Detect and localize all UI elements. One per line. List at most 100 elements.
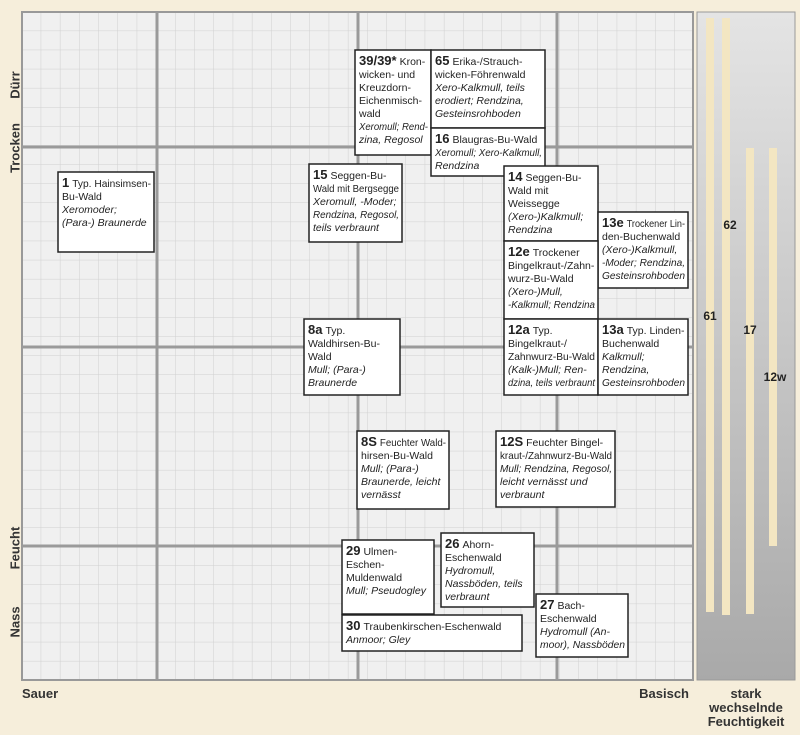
unit-soil: teils verbraunt — [313, 222, 380, 234]
moisture-bars — [706, 18, 777, 615]
side-label: Feuchtigkeit — [708, 714, 785, 729]
axis-label: Trocken — [7, 123, 22, 173]
unit-name: Seggen-Bu- — [525, 172, 582, 184]
unit-soil: Nassböden, teils — [445, 578, 523, 590]
unit-name: Eichenmisch- — [359, 95, 423, 107]
unit-code: 12a — [508, 322, 530, 337]
unit-code: 13a — [602, 322, 624, 337]
unit-box — [503, 165, 599, 242]
unit-box — [356, 430, 450, 510]
unit-name: Typ. — [533, 325, 553, 337]
unit-name: Trockener Lin- — [627, 218, 686, 230]
unit-name: Wald — [308, 351, 332, 363]
unit-name: Kron- — [400, 56, 426, 68]
unit-name: wald — [358, 108, 381, 120]
unit-soil: Anmoor; Gley — [345, 634, 411, 646]
unit-name: hirsen-Bu-Wald — [361, 450, 433, 462]
unit-box — [303, 318, 401, 396]
unit-code: 16 — [435, 131, 449, 146]
unit-name: Typ. Linden- — [627, 325, 685, 337]
unit-name: Waldhirsen-Bu- — [308, 338, 380, 350]
unit-code: 8S — [361, 434, 377, 449]
unit-name: Bu-Wald — [62, 191, 102, 203]
side-label: stark — [730, 686, 762, 701]
unit-code: 39/39* — [359, 53, 398, 68]
unit-soil: Hydromull, — [445, 565, 495, 577]
unit-soil: Xeromull; Rend- — [358, 121, 428, 133]
unit-code: 8a — [308, 322, 323, 337]
unit-box — [495, 430, 616, 508]
axis-label: Dürr — [7, 71, 22, 98]
unit-name: Trockener — [533, 247, 580, 259]
unit-box — [440, 532, 535, 608]
unit-soil: Kalkmull; — [602, 351, 645, 363]
unit-box — [503, 318, 599, 396]
unit-soil: (Xero-)Kalkmull; — [508, 211, 583, 223]
unit-name: Bach- — [557, 600, 585, 612]
unit-soil: Xeromull, -Moder; — [312, 196, 397, 208]
unit-code: 65 — [435, 53, 449, 68]
axis-label: Basisch — [639, 686, 689, 701]
unit-soil: Rendzina — [508, 224, 553, 236]
unit-soil: (Xero-)Kalkmull, — [602, 244, 677, 256]
unit-soil: Xero-Kalkmull, teils — [434, 82, 526, 94]
unit-box — [535, 593, 629, 658]
unit-name: Kreuzdorn- — [359, 82, 411, 94]
unit-name: Feuchter Bingel- — [526, 437, 604, 449]
unit-soil: verbraunt — [445, 591, 490, 603]
unit-box — [308, 163, 403, 243]
axis-label: Feucht — [7, 526, 22, 569]
unit-soil: -Moder; Rendzina, — [602, 257, 685, 269]
unit-soil: Mull; Rendzina, Regosol, — [500, 463, 612, 475]
unit-soil: (Xero-)Mull, — [508, 286, 563, 298]
unit-name: Blaugras-Bu-Wald — [452, 134, 537, 146]
unit-soil: Rendzina, Regosol, — [313, 209, 399, 221]
unit-soil: zina, Regosol — [358, 134, 423, 146]
unit-soil: Gesteinsrohboden — [602, 377, 685, 389]
unit-name: Muldenwald — [346, 572, 402, 584]
unit-name: Erika-/Strauch- — [452, 56, 523, 68]
unit-soil: Xeromull; Xero-Kalkmull, — [434, 147, 542, 159]
unit-name: Eschen- — [346, 559, 385, 571]
axis-label: Nass — [7, 606, 22, 637]
unit-soil: Braunerde, leicht — [361, 476, 441, 488]
bar-label: 62 — [723, 218, 737, 232]
unit-soil: Xeromoder; — [61, 204, 117, 216]
unit-name: Wald mit Bergsegge — [313, 183, 399, 195]
bar-label: 61 — [703, 309, 717, 323]
unit-name: Zahnwurz-Bu-Wald — [508, 351, 595, 363]
unit-soil: (Kalk-)Mull; Ren- — [508, 364, 587, 376]
unit-box — [597, 211, 689, 289]
unit-box — [503, 240, 599, 320]
unit-name: wicken- und — [358, 69, 415, 81]
unit-name: Seggen-Bu- — [330, 170, 387, 182]
unit-soil: erodiert; Rendzina, — [435, 95, 524, 107]
unit-name: den-Buchenwald — [602, 231, 680, 243]
unit-name: Bingelkraut-/Zahn- — [508, 260, 595, 272]
unit-soil: Gesteinsrohboden — [435, 108, 521, 120]
units: 39/39* Kron-wicken- undKreuzdorn-Eichenmi… — [57, 49, 689, 658]
unit-code: 12S — [500, 434, 523, 449]
unit-soil: Hydromull (An- — [540, 626, 611, 638]
unit-name: Eschenwald — [445, 552, 502, 564]
unit-soil: Mull; (Para-) — [308, 364, 366, 376]
unit-code: 15 — [313, 167, 327, 182]
unit-code: 30 — [346, 618, 360, 633]
unit-code: 26 — [445, 536, 459, 551]
unit-code: 29 — [346, 543, 360, 558]
unit-name: Wald mit — [508, 185, 549, 197]
unit-soil: Gesteinsrohboden — [602, 270, 685, 282]
unit-name: Weissegge — [508, 198, 560, 210]
unit-box — [341, 614, 523, 652]
side-label: wechselnde — [708, 700, 783, 715]
unit-soil: (Para-) Braunerde — [62, 217, 147, 229]
unit-soil: Rendzina — [435, 160, 480, 172]
unit-name: Typ. — [325, 325, 345, 337]
bar-label: 12w — [764, 370, 787, 384]
unit-code: 1 — [62, 175, 69, 190]
bar-label: 17 — [743, 323, 757, 337]
unit-soil: dzina, teils verbraunt — [508, 377, 596, 389]
unit-name: Feuchter Wald- — [380, 437, 447, 449]
unit-name: Ulmen- — [363, 546, 397, 558]
unit-code: 27 — [540, 597, 554, 612]
